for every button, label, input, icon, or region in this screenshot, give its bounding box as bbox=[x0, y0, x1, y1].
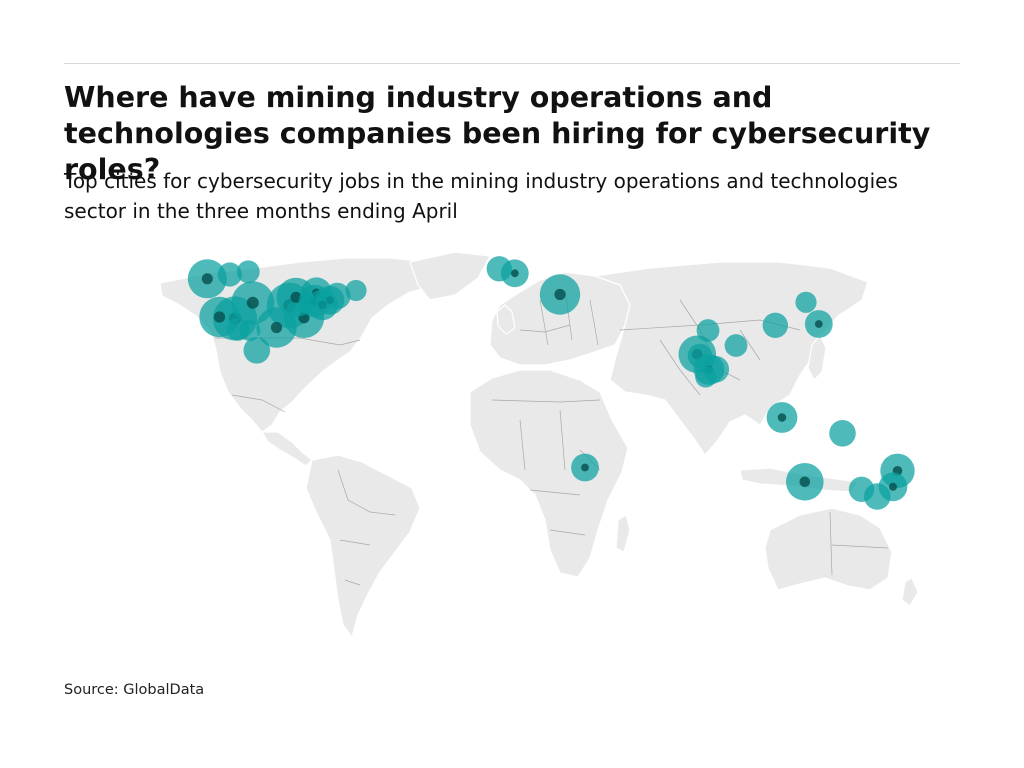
city-bubble-core-20 bbox=[510, 269, 519, 278]
city-bubble-18 bbox=[243, 337, 271, 364]
city-bubble-1 bbox=[217, 262, 242, 287]
chart-title: Where have mining industry operations an… bbox=[64, 81, 931, 186]
city-bubble-17 bbox=[239, 319, 261, 342]
city-bubble-14 bbox=[324, 282, 351, 310]
city-bubble-core-21 bbox=[554, 288, 566, 301]
city-bubble-core-38 bbox=[889, 482, 897, 491]
land-new-zealand bbox=[901, 577, 919, 607]
city-bubble-29 bbox=[795, 291, 817, 313]
city-bubble-core-30 bbox=[814, 320, 823, 328]
city-bubble-36 bbox=[848, 476, 875, 502]
land-asia bbox=[594, 261, 869, 456]
city-bubble-core-0 bbox=[201, 273, 213, 285]
city-bubble-core-33 bbox=[581, 463, 589, 472]
city-bubbles bbox=[187, 256, 915, 510]
city-bubble-34 bbox=[829, 420, 856, 447]
land-greenland bbox=[409, 251, 491, 301]
city-bubble-core-3 bbox=[213, 311, 226, 323]
land-south-america bbox=[305, 454, 421, 639]
land-central-america bbox=[260, 431, 313, 467]
chart-subtitle: Top cities for cybersecurity jobs in the… bbox=[64, 169, 898, 223]
land-uk bbox=[496, 304, 516, 335]
city-bubble-core-35 bbox=[799, 476, 811, 488]
city-bubble-2 bbox=[236, 260, 260, 284]
border-us-mexico bbox=[231, 394, 286, 413]
city-bubble-19 bbox=[486, 256, 512, 282]
source-note: Source: GlobalData bbox=[64, 682, 205, 698]
land-africa bbox=[469, 369, 629, 578]
city-bubble-26 bbox=[695, 366, 717, 388]
city-bubble-25 bbox=[687, 343, 712, 368]
city-bubble-27 bbox=[696, 319, 720, 342]
city-bubble-28 bbox=[724, 334, 748, 357]
land-australia bbox=[764, 507, 893, 591]
border-south-america bbox=[337, 469, 396, 586]
city-bubble-31 bbox=[762, 312, 788, 338]
city-bubble-core-6 bbox=[270, 321, 283, 334]
city-bubble-15 bbox=[345, 279, 367, 302]
top-rule bbox=[64, 63, 960, 64]
land-madagascar bbox=[615, 514, 631, 553]
border-europe bbox=[519, 289, 599, 346]
city-bubble-core-5 bbox=[246, 296, 259, 309]
city-bubble-core-32 bbox=[777, 413, 787, 422]
border-australia bbox=[829, 511, 889, 576]
